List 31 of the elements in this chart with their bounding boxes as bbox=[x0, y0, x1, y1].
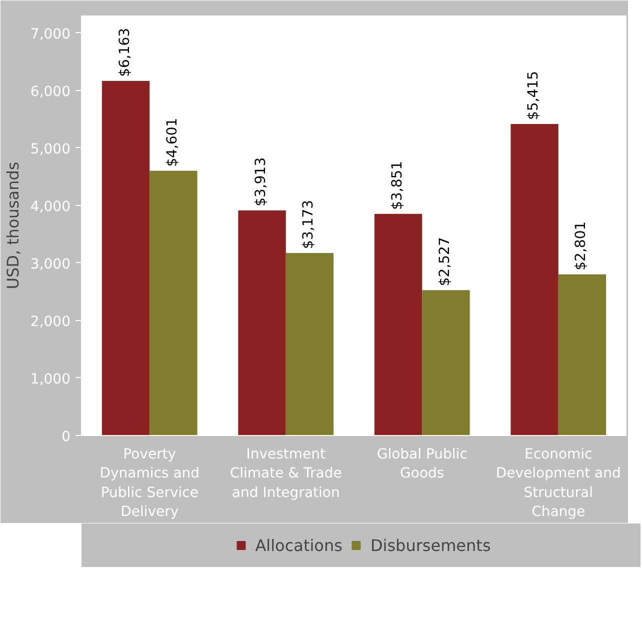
x-tick-label: Investment Climate & Trade and Integration bbox=[230, 446, 342, 501]
bar bbox=[558, 274, 606, 436]
legend-label: Disbursements bbox=[370, 536, 491, 554]
data-label: $5,415 bbox=[526, 70, 542, 120]
data-label: $3,913 bbox=[253, 157, 270, 206]
y-tick-label: 3,000 bbox=[30, 256, 71, 272]
data-label: $2,527 bbox=[436, 237, 453, 286]
bar bbox=[286, 252, 334, 436]
y-tick-label: 4,000 bbox=[30, 198, 71, 215]
bar bbox=[150, 170, 198, 436]
y-tick-label: 6,000 bbox=[30, 84, 71, 100]
bar bbox=[102, 80, 150, 436]
x-tick-label: Poverty Dynamics and Public Service Delivery bbox=[100, 446, 200, 520]
y-tick-label: 5,000 bbox=[30, 141, 71, 158]
y-tick-label: 0 bbox=[62, 429, 71, 445]
legend-label: Allocations bbox=[255, 536, 342, 554]
y-axis-title: USD, thousands bbox=[3, 162, 22, 290]
y-tick-label: 1,000 bbox=[30, 371, 71, 388]
bar bbox=[374, 214, 422, 436]
data-label: $3,173 bbox=[300, 200, 317, 249]
y-tick-label: 2,000 bbox=[30, 314, 71, 330]
bar bbox=[422, 290, 470, 436]
data-label: $2,801 bbox=[573, 221, 590, 270]
data-label: $3,851 bbox=[389, 160, 406, 210]
data-label: $6,163 bbox=[116, 28, 133, 77]
data-label: $4,601 bbox=[164, 118, 180, 167]
bar bbox=[238, 210, 286, 436]
x-tick-label: Economic Development and Structural Change bbox=[496, 446, 621, 520]
y-tick-label: 7,000 bbox=[30, 26, 71, 42]
x-tick-label: Global Public Goods bbox=[376, 446, 468, 482]
bar bbox=[510, 124, 558, 436]
